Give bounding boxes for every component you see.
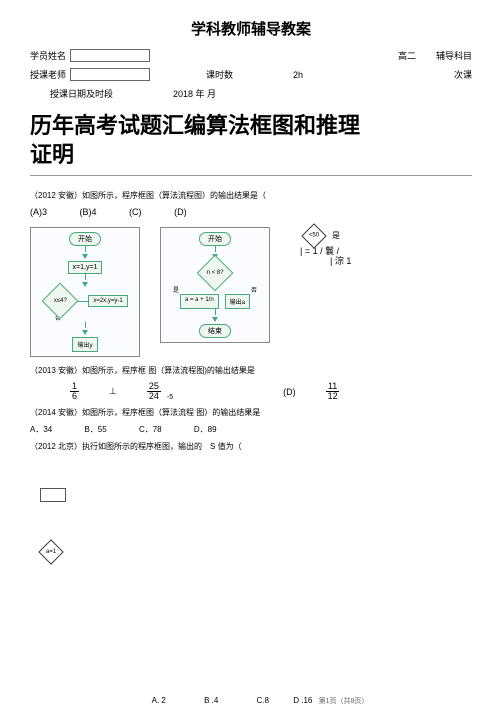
flowchart-1: 开始 x=1,y=1 x≤4? x=2x,y=y-1 否 输出y (30, 227, 140, 357)
q2-opt-a: 1 6 (70, 382, 79, 401)
label-student: 学员姓名 (30, 49, 66, 62)
q1-opt-a: (A)3 (30, 207, 47, 217)
label-grade: 高二 (398, 49, 416, 62)
side-cond: <50 (300, 227, 328, 245)
fc2-start: 开始 (199, 232, 231, 246)
bottom-diamond: a=1 (36, 542, 66, 562)
q3-opt-d: D．89 (194, 425, 217, 434)
fc2-out: 输出a (225, 294, 250, 309)
fc2-step: a = a + 1/n (180, 294, 219, 309)
value-hours: 2h (293, 70, 303, 80)
label-session: 次课 (454, 68, 472, 81)
q2-text: （2013 安徽）如图所示，程序框 图（算法流程图)的输出结果是 (30, 365, 472, 376)
q4-opt-b: B .4 (204, 696, 218, 705)
divider (30, 175, 472, 176)
flowchart-2: 开始 n < 8? 是 否 a = a + 1/n 输出a 结束 (160, 227, 270, 343)
q2-opt-d-label: (D) (283, 387, 296, 397)
q4-opt-d: D .16 (293, 696, 312, 705)
q3-text: （2014 安徽）如图所示，程序框图（算法流程 图）的输出结果是 (30, 407, 472, 418)
fc2-end: 结束 (199, 324, 231, 338)
info-row-1: 学员姓名 高二 辅导科目 (30, 49, 472, 62)
topic-line1: 历年高考试题汇编算法框图和推理 (30, 112, 472, 141)
q3-options: A．34 B．55 C．78 D．89 (30, 424, 472, 435)
fc2-yes: 是 (173, 285, 179, 294)
topic-line2: 证明 (30, 141, 472, 170)
empty-box (40, 488, 66, 502)
q1-options: (A)3 (B)4 (C) (D) (30, 207, 472, 217)
q2-opt-b: 25 24 (147, 382, 161, 401)
q4-opt-a: A. 2 (152, 696, 166, 705)
side-fragment: <50 是 | = 1 / 鬟 / | 淙 1 (300, 227, 351, 267)
q4-text: （2012 北京）执行如图所示的程序框图，输出的 S 值为（ (30, 441, 472, 452)
q1-opt-b: (B)4 (80, 207, 97, 217)
q1-opt-d: (D) (174, 207, 187, 217)
fc1-out: 输出y (72, 337, 97, 352)
diagram-row: 开始 x=1,y=1 x≤4? x=2x,y=y-1 否 输出y (30, 227, 472, 357)
label-teacher: 授课老师 (30, 68, 66, 81)
value-date: 2018 年 月 (173, 87, 216, 100)
fc2-cond: n < 8? (197, 261, 233, 285)
side-l2: | 淙 1 (330, 257, 351, 267)
q3-opt-a: A．34 (30, 425, 52, 434)
label-hours: 课时数 (206, 68, 233, 81)
fc1-init: x=1,y=1 (68, 261, 103, 274)
label-subject: 辅导科目 (436, 49, 472, 62)
q4-options: A. 2 B .4 C.8 D .16 第1页（共8页） (0, 696, 502, 706)
topic-title: 历年高考试题汇编算法框图和推理 证明 (30, 112, 472, 169)
fc1-step: x=2x,y=y-1 (88, 295, 127, 307)
fc2-no: 否 (251, 285, 257, 294)
page: 学科教师辅导教案 学员姓名 高二 辅导科目 授课老师 课时数 2h 次课 授课日… (0, 0, 502, 562)
q3-opt-c: C．78 (139, 425, 162, 434)
info-row-3: 授课日期及时段 2018 年 月 (30, 87, 472, 100)
info-row-2: 授课老师 课时数 2h 次课 (30, 68, 472, 81)
q2-options: 1 6 ⊥ 25 24 -5 (D) 11 12 (70, 382, 472, 401)
q1-opt-c: (C) (129, 207, 142, 217)
page-footer: 第1页（共8页） (319, 698, 369, 705)
doc-title: 学科教师辅导教案 (30, 18, 472, 39)
fc1-cond: x≤4? (42, 289, 78, 313)
side-yes: 是 (332, 232, 340, 241)
q4-opt-c: C.8 (257, 696, 269, 705)
q2-sym: ⊥ (109, 386, 117, 397)
fc1-start: 开始 (69, 232, 101, 246)
q1-text: （2012 安徽）如图所示，程序框图（算法流程图）的输出结果是（ (30, 190, 472, 201)
q3-opt-b: B．55 (84, 425, 106, 434)
label-date: 授课日期及时段 (50, 87, 113, 100)
q2-opt-d: 11 12 (326, 382, 340, 401)
